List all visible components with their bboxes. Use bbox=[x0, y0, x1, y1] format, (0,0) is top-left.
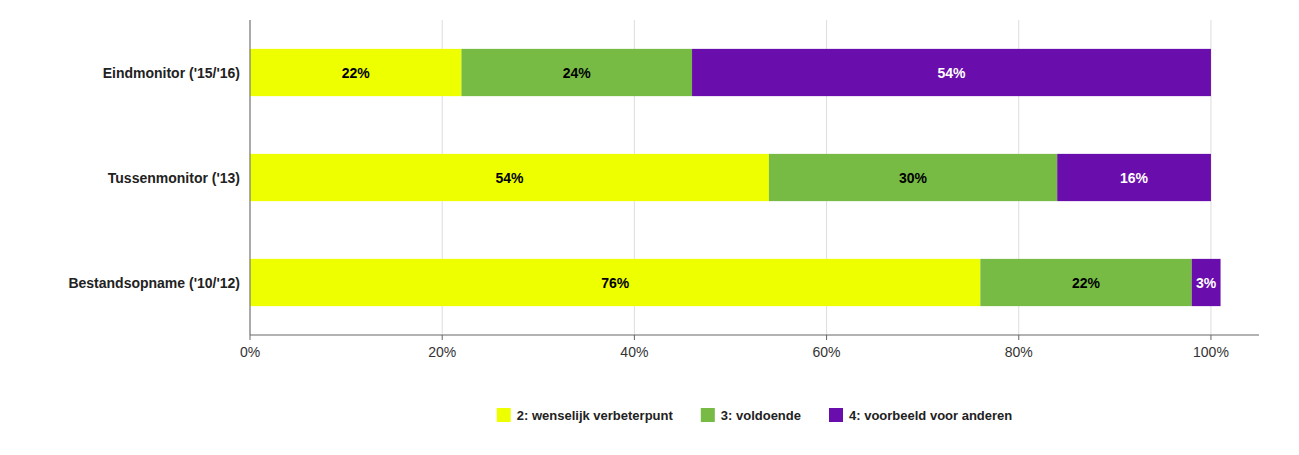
x-tick bbox=[442, 335, 443, 340]
y-axis-line bbox=[250, 20, 251, 335]
legend: 2: wenselijk verbeterpunt 3: voldoende 4: … bbox=[497, 408, 1013, 423]
bars bbox=[250, 49, 1221, 306]
data-label: 22% bbox=[1072, 275, 1101, 291]
data-label: 30% bbox=[899, 170, 928, 186]
data-label: 22% bbox=[342, 65, 371, 81]
x-axis-line bbox=[250, 335, 1259, 336]
axes: 0% 20% 40% 60% 80% 100% Bestandsopname ('10/'1… bbox=[68, 20, 1259, 360]
chart: 76% 54% 22% 22% 30% 24% 3% 16% 54% 0% 20% 40% 60% 80%… bbox=[0, 0, 1299, 455]
grid bbox=[250, 20, 1211, 335]
bar bbox=[250, 259, 980, 306]
data-label: 16% bbox=[1120, 170, 1149, 186]
legend-item: 3: voldoende bbox=[701, 408, 801, 423]
legend-item: 2: wenselijk verbeterpunt bbox=[497, 408, 674, 423]
x-tick bbox=[634, 335, 635, 340]
legend-swatch bbox=[701, 408, 715, 422]
category-label: Eindmonitor ('15/'16) bbox=[103, 65, 240, 81]
x-tick bbox=[1018, 335, 1019, 340]
bar bbox=[461, 49, 692, 96]
bar bbox=[250, 49, 461, 96]
legend-item: 4: voorbeeld voor anderen bbox=[829, 408, 1012, 423]
bar bbox=[250, 154, 769, 201]
data-label: 54% bbox=[495, 170, 524, 186]
legend-swatch bbox=[829, 408, 843, 422]
bar bbox=[980, 259, 1191, 306]
x-tick bbox=[826, 335, 827, 340]
data-label: 76% bbox=[601, 275, 630, 291]
x-tick-label: 100% bbox=[1193, 344, 1229, 360]
category-label: Bestandsopname ('10/'12) bbox=[68, 275, 240, 291]
legend-swatch bbox=[497, 408, 511, 422]
legend-label: 3: voldoende bbox=[721, 408, 801, 423]
x-tick-label: 40% bbox=[620, 344, 648, 360]
category-label: Tussenmonitor ('13) bbox=[108, 170, 240, 186]
bar bbox=[692, 49, 1211, 96]
chart-container: 76% 54% 22% 22% 30% 24% 3% 16% 54% 0% 20% 40% 60% 80%… bbox=[0, 0, 1299, 455]
data-label: 24% bbox=[563, 65, 592, 81]
grid-line bbox=[250, 20, 251, 335]
x-tick bbox=[250, 335, 251, 340]
bar bbox=[1192, 259, 1221, 306]
x-tick-label: 0% bbox=[240, 344, 260, 360]
bar bbox=[1057, 154, 1211, 201]
data-label: 54% bbox=[937, 65, 966, 81]
legend-label: 2: wenselijk verbeterpunt bbox=[517, 408, 674, 423]
x-tick-label: 20% bbox=[428, 344, 456, 360]
x-tick bbox=[1210, 335, 1211, 340]
data-labels: 76% 54% 22% 22% 30% 24% 3% 16% 54% bbox=[342, 65, 1217, 291]
legend-label: 4: voorbeeld voor anderen bbox=[849, 408, 1012, 423]
x-tick-label: 80% bbox=[1005, 344, 1033, 360]
x-tick-label: 60% bbox=[813, 344, 841, 360]
data-label: 3% bbox=[1196, 275, 1217, 291]
bar bbox=[769, 154, 1057, 201]
